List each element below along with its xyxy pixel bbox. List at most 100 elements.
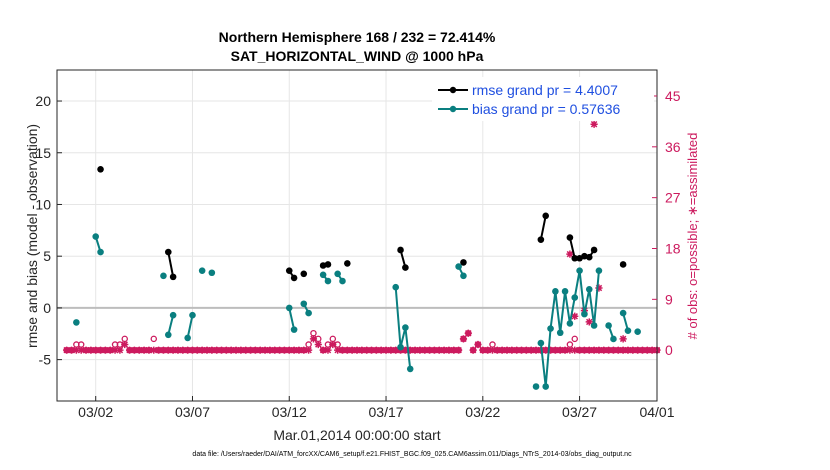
obs-assimilated-point <box>638 346 647 354</box>
x-tick-label: 03/27 <box>562 404 597 420</box>
bias-point <box>566 320 574 327</box>
obs-assimilated-point <box>305 346 313 354</box>
rmse-point <box>585 253 593 261</box>
obs-assimilated-point <box>179 346 187 354</box>
x-tick-label: 04/01 <box>639 404 674 420</box>
obs-assimilated-point <box>343 346 351 354</box>
bias-point <box>290 326 298 333</box>
obs-assimilated-point <box>300 346 308 354</box>
obs-assimilated-point <box>590 120 598 128</box>
obs-assimilated-point <box>464 329 472 337</box>
obs-assimilated-point <box>459 335 468 343</box>
obs-assimilated-point <box>575 346 584 354</box>
bias-point <box>571 294 579 301</box>
obs-possible-point <box>121 335 128 343</box>
obs-assimilated-point <box>232 346 240 354</box>
obs-assimilated-point <box>614 346 622 354</box>
obs-possible-point <box>566 341 574 348</box>
obs-assimilated-point <box>198 346 206 354</box>
bias-point <box>285 304 293 312</box>
obs-assimilated-point <box>372 346 380 354</box>
obs-assimilated-point <box>585 318 593 326</box>
obs-assimilated-point <box>251 346 259 354</box>
obs-assimilated-point <box>193 346 201 354</box>
obs-assimilated-point <box>546 346 555 354</box>
y-axis-right: 0 9 18 27 36 45 <box>652 88 681 358</box>
y-tick-label: 10 <box>35 196 51 212</box>
bias-point <box>595 267 603 274</box>
obs-assimilated-point <box>455 346 463 354</box>
rmse-point <box>590 246 598 254</box>
obs-assimilated-point <box>493 346 501 354</box>
bias-point <box>208 269 216 277</box>
legend-rmse-label: rmse grand pr = 4.4007 <box>472 82 618 98</box>
y-tick-label: 5 <box>43 248 51 264</box>
bias-point <box>561 288 569 295</box>
obs-assimilated-point <box>508 346 516 354</box>
obs-assimilated-point <box>624 346 632 354</box>
rmse-point <box>397 246 404 254</box>
bias-line-segment <box>288 307 296 330</box>
bias-line-segment <box>167 314 175 336</box>
obs-assimilated-point <box>440 346 448 354</box>
obs-assimilated-point <box>77 346 85 354</box>
bias-point <box>532 383 540 390</box>
chart-subtitle: SAT_HORIZONTAL_WIND @ 1000 hPa <box>231 48 484 64</box>
rmse-point <box>169 273 177 281</box>
obs-assimilated-point <box>450 346 458 354</box>
obs-assimilated-point <box>484 346 492 354</box>
bias-point <box>198 267 206 274</box>
obs-assimilated-point <box>600 346 608 354</box>
obs-assimilated-point <box>566 346 574 354</box>
obs-assimilated-point <box>111 346 119 354</box>
rmse-point <box>571 254 579 262</box>
obs-assimilated-point <box>411 346 419 354</box>
obs-possible-point <box>571 335 578 343</box>
x-axis-label: Mar.01,2014 00:00:00 start <box>273 427 440 443</box>
obs-assimilated-point <box>87 346 95 354</box>
footnote: data file: /Users/raeder/DAI/ATM_forcXX/… <box>192 451 632 458</box>
obs-assimilated-point <box>246 346 255 354</box>
rmse-point <box>285 267 293 274</box>
bias-point <box>402 324 409 331</box>
bias-point <box>576 267 583 274</box>
obs-possible-point <box>329 335 337 343</box>
obs-assimilated-point <box>522 346 530 354</box>
obs-assimilated-point <box>488 346 497 354</box>
rmse-point <box>97 166 104 173</box>
obs-assimilated-point <box>222 346 230 354</box>
x-tick-label: 03/17 <box>369 404 404 420</box>
obs-assimilated-point <box>643 346 651 354</box>
obs-assimilated-point <box>421 346 429 354</box>
bias-point <box>556 329 564 337</box>
obs-assimilated-point <box>338 346 347 354</box>
bias-point <box>160 272 167 280</box>
obs-assimilated-point <box>92 346 100 354</box>
legend: rmse grand pr = 4.4007 bias grand pr = 0… <box>432 77 654 121</box>
obs-assimilated-point <box>571 312 579 320</box>
bias-point <box>547 325 554 332</box>
legend-bias-marker <box>449 105 457 113</box>
obs-assimilated-point <box>358 346 366 354</box>
obs-assimilated-point <box>503 346 511 354</box>
bias-point <box>300 300 308 308</box>
obs-assimilated-point <box>435 346 443 354</box>
bias-point <box>339 277 346 285</box>
obs-assimilated-point <box>595 284 603 292</box>
y-right-tick-label: 27 <box>665 190 681 206</box>
y-right-tick-label: 0 <box>665 342 673 358</box>
y-tick-label: 20 <box>35 93 51 109</box>
obs-assimilated-point <box>213 346 221 354</box>
bias-point <box>585 285 593 293</box>
bias-line-segment <box>186 314 194 339</box>
x-tick-label: 03/02 <box>78 404 113 420</box>
obs-assimilated-point <box>353 346 361 354</box>
obs-assimilated-point <box>164 346 172 354</box>
obs-assimilated-point <box>159 346 168 354</box>
rmse-point <box>619 261 627 268</box>
obs-assimilated-point <box>619 346 627 354</box>
obs-assimilated-point <box>67 346 76 354</box>
obs-assimilated-point <box>556 346 564 354</box>
obs-assimilated-point <box>169 346 177 354</box>
